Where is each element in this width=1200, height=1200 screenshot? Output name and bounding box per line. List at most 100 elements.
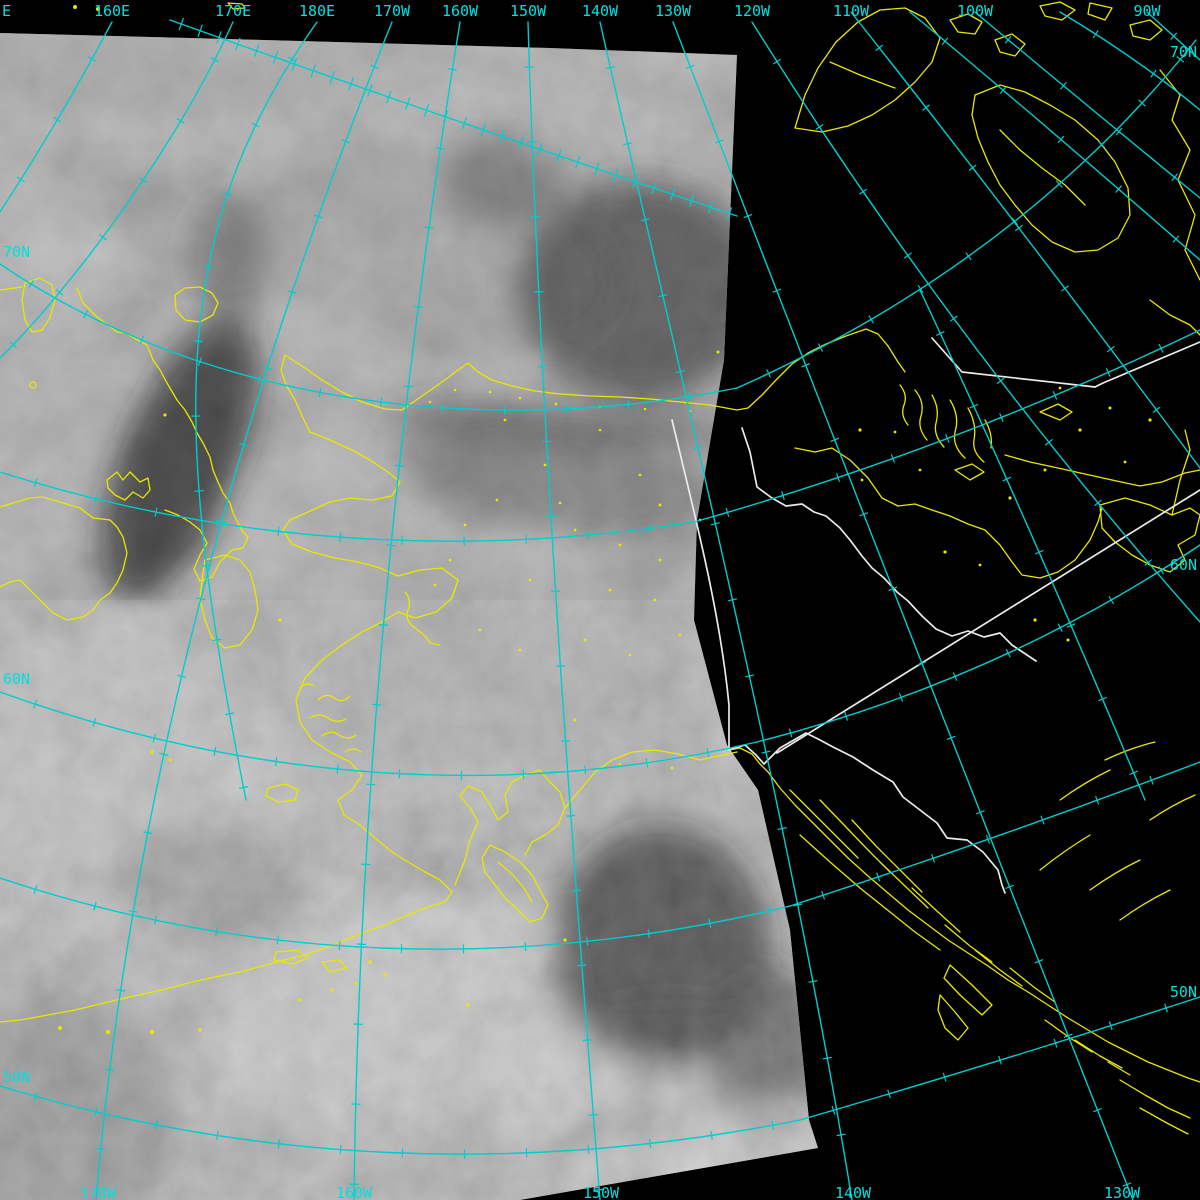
lon-label-top: 180E bbox=[299, 2, 335, 20]
graticule-tick bbox=[726, 207, 733, 220]
graticule-tick bbox=[801, 363, 811, 368]
graticule-tick bbox=[435, 147, 445, 150]
graticule-tick bbox=[442, 110, 449, 124]
graticule-tick bbox=[587, 530, 589, 540]
graticule-tick bbox=[203, 265, 213, 269]
graticule-tick bbox=[1108, 595, 1115, 605]
graticule-tick bbox=[238, 786, 249, 789]
graticule-tick bbox=[217, 519, 227, 524]
lon-label-top: 170W bbox=[374, 2, 411, 20]
graticule-tick bbox=[1002, 476, 1012, 482]
graticule-tick bbox=[1098, 140, 1106, 149]
graticule-tick bbox=[518, 136, 524, 150]
graticule-tick bbox=[594, 162, 600, 176]
graticule-tick bbox=[215, 518, 219, 528]
graticule-tick bbox=[366, 783, 376, 786]
graticule-tick bbox=[887, 1089, 891, 1099]
graticule-tick bbox=[499, 130, 505, 143]
meridian-100w bbox=[974, 11, 1200, 199]
graticule-tick bbox=[197, 24, 203, 38]
graticule-tick bbox=[766, 369, 772, 378]
lon-label-bottom: 130W bbox=[1104, 1184, 1141, 1200]
graticule-tick bbox=[394, 464, 404, 467]
graticule-tick bbox=[398, 769, 401, 779]
graticule-tick bbox=[33, 884, 38, 894]
graticule-tick bbox=[1152, 406, 1161, 413]
graticule-tick bbox=[594, 1188, 604, 1191]
graticule-tick bbox=[922, 104, 930, 111]
graticule-tick bbox=[714, 139, 724, 144]
graticule-tick bbox=[771, 1120, 775, 1130]
graticule-tick bbox=[1011, 217, 1018, 226]
graticule-tick bbox=[710, 522, 720, 526]
graticule-tick bbox=[965, 252, 972, 261]
graticule-tick bbox=[33, 1091, 38, 1101]
graticule-tick bbox=[582, 1039, 593, 1042]
graticule-tick bbox=[772, 288, 782, 293]
graticule-tick bbox=[1044, 438, 1053, 446]
graticule-tick bbox=[613, 168, 619, 182]
parallel-60n-west bbox=[0, 691, 758, 777]
graticule-tick bbox=[584, 765, 587, 775]
graticule-tick bbox=[781, 491, 785, 500]
graticule-tick bbox=[116, 989, 126, 992]
graticule-tick bbox=[675, 370, 685, 374]
graticule-tick bbox=[194, 490, 204, 492]
graticule-tick bbox=[588, 1114, 598, 1116]
graticule-tick bbox=[969, 403, 979, 409]
meridian-150w bbox=[527, 21, 601, 1200]
graticule-tick bbox=[859, 512, 869, 517]
graticule-tick bbox=[154, 507, 158, 517]
graticule-tick bbox=[341, 139, 351, 144]
graticule-tick bbox=[556, 149, 562, 163]
graticule-tick bbox=[890, 454, 895, 463]
lat-label-left: 60N bbox=[3, 670, 30, 688]
graticule-tick bbox=[936, 331, 945, 336]
graticule-tick bbox=[403, 385, 413, 388]
graticule-tick bbox=[82, 309, 89, 319]
lat-label-right: 50N bbox=[1170, 983, 1197, 1001]
parallel-55n-west bbox=[0, 877, 791, 950]
graticule-tick bbox=[1063, 1033, 1073, 1038]
bc-yukon-border-60n bbox=[776, 489, 1200, 754]
graticule-tick bbox=[386, 544, 396, 547]
graticule-tick bbox=[817, 343, 824, 352]
graticule-tick bbox=[1055, 180, 1063, 188]
graticule-tick bbox=[251, 122, 260, 128]
meridian-170w bbox=[95, 21, 393, 1200]
graticule-tick bbox=[1150, 69, 1157, 78]
graticule-tick bbox=[946, 735, 956, 741]
graticule-tick bbox=[386, 90, 392, 104]
graticule-tick bbox=[975, 810, 985, 815]
graticule-tick bbox=[560, 740, 571, 742]
graticule-tick bbox=[693, 446, 703, 450]
lon-label-bottom: 170W bbox=[80, 1184, 117, 1200]
meridian-160w bbox=[353, 21, 461, 1200]
graticule-tick bbox=[1106, 345, 1115, 353]
graticule-tick bbox=[658, 294, 668, 298]
graticule-tick bbox=[708, 918, 712, 928]
graticule-tick bbox=[262, 366, 272, 371]
graticule-tick bbox=[92, 717, 97, 727]
graticule-tick bbox=[761, 750, 771, 754]
graticule-tick bbox=[338, 941, 341, 951]
graticule-tick bbox=[9, 341, 17, 349]
graticule-tick bbox=[623, 142, 633, 146]
graticule-tick bbox=[336, 764, 339, 774]
graticule-tick bbox=[898, 692, 904, 702]
graticule-tick bbox=[93, 901, 97, 911]
graticule-tick bbox=[159, 752, 169, 756]
graticule-tick bbox=[1095, 795, 1100, 805]
graticule-tick bbox=[859, 188, 868, 195]
lon-label-top: 90W bbox=[1133, 2, 1161, 20]
lon-label-top: 160E bbox=[94, 2, 130, 20]
graticule-tick bbox=[985, 834, 990, 844]
graticule-tick bbox=[216, 31, 222, 44]
graticule-tick bbox=[139, 177, 148, 184]
graticule-tick bbox=[413, 305, 423, 309]
graticule-tick bbox=[329, 71, 335, 84]
meridian-160e bbox=[0, 21, 113, 213]
parallel-70n-west bbox=[0, 263, 738, 411]
lon-label-top: 160W bbox=[442, 2, 479, 20]
